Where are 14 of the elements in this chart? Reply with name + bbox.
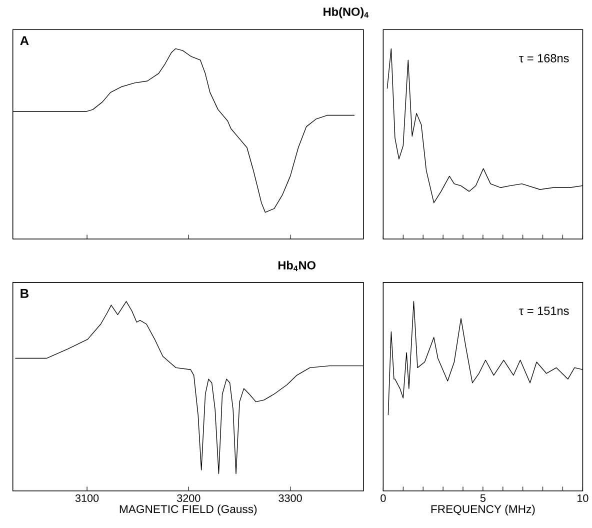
x-tick-label: 3300 (278, 494, 302, 502)
annotation: τ = 168ns (519, 54, 569, 62)
x-tick-label: 3200 (177, 494, 200, 502)
chart-title: Hb$_{4}$NO (278, 260, 316, 271)
chart-title: Hb(NO)$_{4}$ (324, 7, 368, 18)
x-tick-label: 10 (578, 494, 588, 502)
text: A (20, 36, 29, 45)
x-axis-title: FREQUENCY (MHz) (431, 504, 535, 516)
text: B (20, 288, 28, 298)
x-tick-label: 0 (380, 494, 386, 502)
x-tick-label: 5 (480, 494, 486, 502)
x-axis-title: MAGNETIC FIELD (Gauss) (120, 504, 257, 516)
annotation: τ = 151ns (519, 306, 569, 315)
x-tick-label: 3100 (75, 494, 99, 502)
